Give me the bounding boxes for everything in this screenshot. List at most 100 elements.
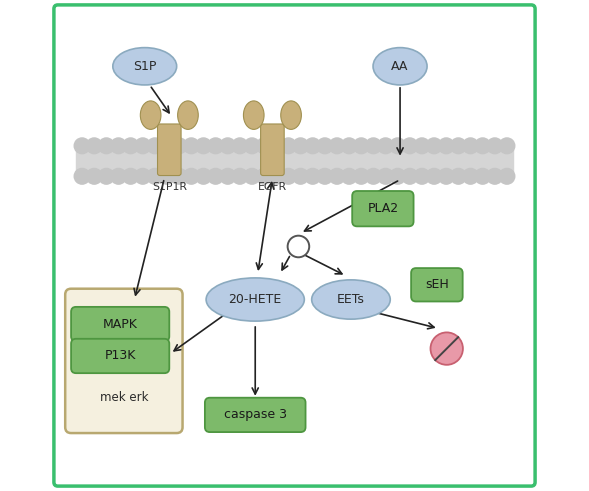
Text: S1P: S1P — [133, 60, 157, 73]
Circle shape — [159, 168, 175, 184]
Circle shape — [305, 138, 320, 154]
Circle shape — [147, 168, 163, 184]
Ellipse shape — [373, 48, 427, 85]
Circle shape — [256, 138, 272, 154]
Circle shape — [135, 138, 151, 154]
Circle shape — [378, 168, 393, 184]
Circle shape — [462, 138, 478, 154]
Circle shape — [220, 138, 236, 154]
Circle shape — [159, 138, 175, 154]
Circle shape — [123, 138, 138, 154]
Circle shape — [341, 168, 357, 184]
Circle shape — [438, 168, 454, 184]
Circle shape — [232, 168, 248, 184]
Text: MAPK: MAPK — [102, 318, 138, 330]
Text: EGFR: EGFR — [258, 182, 287, 192]
Circle shape — [183, 138, 199, 154]
Circle shape — [208, 168, 223, 184]
Bar — [76, 147, 513, 175]
Circle shape — [341, 138, 357, 154]
Circle shape — [431, 332, 463, 365]
Circle shape — [475, 138, 491, 154]
Circle shape — [98, 138, 114, 154]
Circle shape — [438, 138, 454, 154]
Circle shape — [487, 138, 502, 154]
Circle shape — [475, 168, 491, 184]
Circle shape — [244, 168, 260, 184]
Circle shape — [414, 168, 430, 184]
Circle shape — [183, 168, 199, 184]
Circle shape — [402, 168, 418, 184]
Circle shape — [74, 168, 90, 184]
FancyBboxPatch shape — [65, 289, 183, 433]
Text: mek erk: mek erk — [100, 391, 148, 404]
Circle shape — [256, 168, 272, 184]
Text: PLA2: PLA2 — [368, 202, 398, 215]
Circle shape — [402, 138, 418, 154]
Circle shape — [499, 168, 515, 184]
Circle shape — [426, 138, 442, 154]
Circle shape — [244, 138, 260, 154]
FancyBboxPatch shape — [411, 268, 463, 301]
FancyBboxPatch shape — [54, 5, 535, 486]
Text: sEH: sEH — [425, 278, 449, 291]
Circle shape — [426, 168, 442, 184]
Text: caspase 3: caspase 3 — [224, 409, 287, 421]
Circle shape — [232, 138, 248, 154]
Text: S1P1R: S1P1R — [152, 182, 187, 192]
FancyBboxPatch shape — [205, 398, 306, 432]
Circle shape — [378, 138, 393, 154]
Text: P13K: P13K — [104, 350, 136, 362]
Circle shape — [269, 138, 284, 154]
Ellipse shape — [140, 101, 161, 130]
Circle shape — [329, 168, 345, 184]
Circle shape — [287, 236, 309, 257]
Circle shape — [196, 168, 211, 184]
Ellipse shape — [206, 278, 305, 321]
Circle shape — [111, 168, 127, 184]
Ellipse shape — [281, 101, 302, 130]
Circle shape — [171, 168, 187, 184]
Circle shape — [366, 168, 381, 184]
Circle shape — [280, 168, 296, 184]
Text: 20-HETE: 20-HETE — [229, 293, 282, 306]
Circle shape — [414, 138, 430, 154]
Circle shape — [269, 168, 284, 184]
FancyBboxPatch shape — [71, 307, 169, 341]
Circle shape — [499, 138, 515, 154]
Circle shape — [98, 168, 114, 184]
Circle shape — [147, 138, 163, 154]
Circle shape — [462, 168, 478, 184]
Circle shape — [171, 138, 187, 154]
Text: AA: AA — [391, 60, 409, 73]
Circle shape — [353, 168, 369, 184]
Circle shape — [293, 168, 309, 184]
Circle shape — [366, 138, 381, 154]
Ellipse shape — [243, 101, 264, 130]
Circle shape — [390, 168, 406, 184]
Circle shape — [451, 138, 466, 154]
FancyBboxPatch shape — [157, 124, 181, 176]
Circle shape — [220, 168, 236, 184]
Circle shape — [317, 138, 333, 154]
Circle shape — [390, 138, 406, 154]
Circle shape — [317, 168, 333, 184]
Circle shape — [196, 138, 211, 154]
FancyBboxPatch shape — [352, 191, 413, 226]
Text: EETs: EETs — [337, 293, 365, 306]
Ellipse shape — [312, 280, 391, 319]
Ellipse shape — [113, 48, 177, 85]
Circle shape — [111, 138, 127, 154]
Circle shape — [353, 138, 369, 154]
FancyBboxPatch shape — [260, 124, 284, 176]
FancyBboxPatch shape — [71, 339, 169, 373]
Circle shape — [280, 138, 296, 154]
Ellipse shape — [178, 101, 198, 130]
Circle shape — [74, 138, 90, 154]
Circle shape — [451, 168, 466, 184]
Circle shape — [135, 168, 151, 184]
Circle shape — [487, 168, 502, 184]
Circle shape — [208, 138, 223, 154]
Circle shape — [329, 138, 345, 154]
Circle shape — [293, 138, 309, 154]
